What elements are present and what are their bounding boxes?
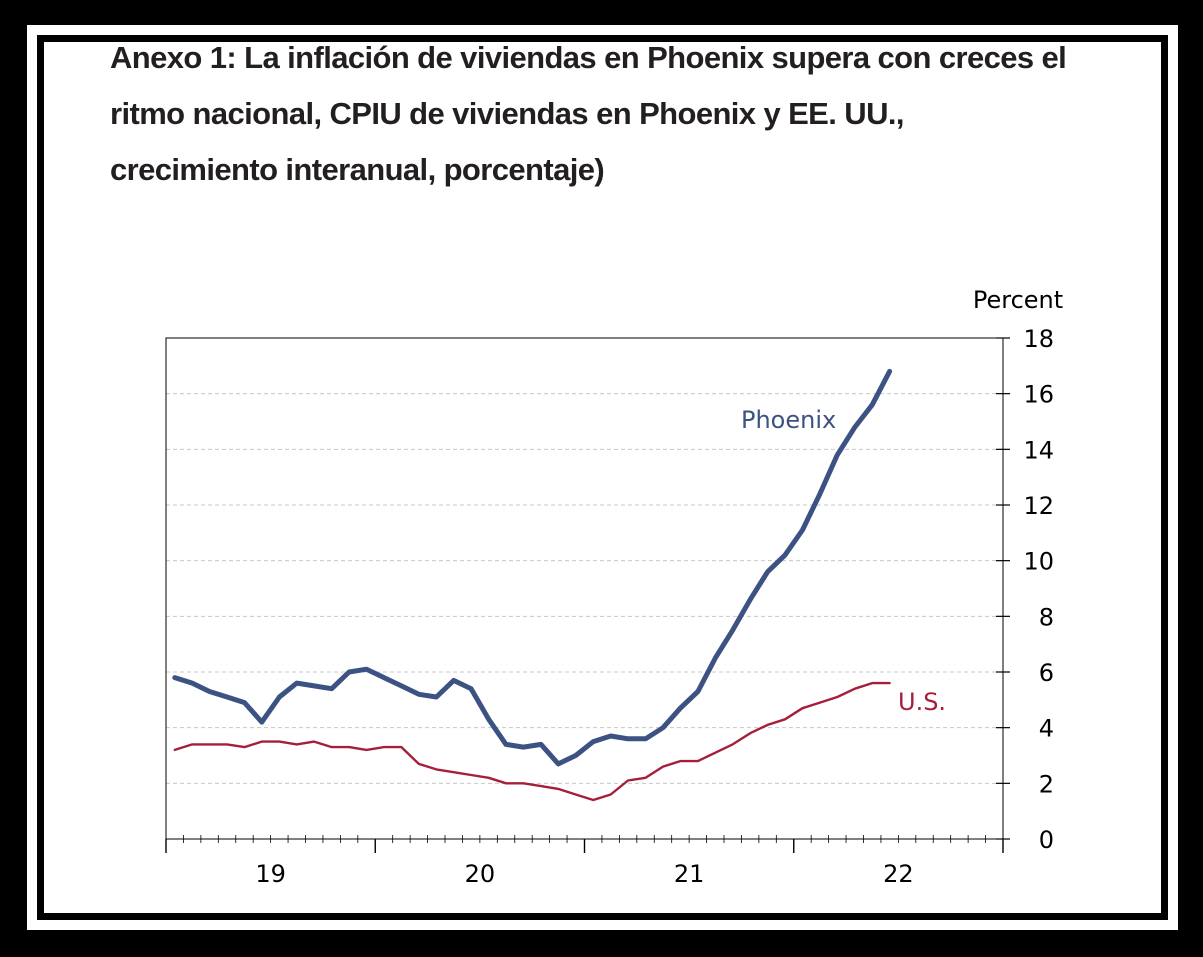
y-axis-label: Percent bbox=[973, 286, 1063, 314]
y-tick-label-18: 18 bbox=[1023, 325, 1054, 353]
x-tick-label-19: 19 bbox=[255, 860, 286, 888]
x-axis: 19 20 21 22 bbox=[166, 835, 1003, 888]
x-tick-label-22: 22 bbox=[883, 860, 914, 888]
y-tick-label-2: 2 bbox=[1039, 770, 1054, 798]
series-lines bbox=[175, 371, 890, 800]
x-tick-label-21: 21 bbox=[674, 860, 705, 888]
plot-area-border bbox=[166, 338, 1003, 839]
y-tick-label-8: 8 bbox=[1039, 603, 1054, 631]
y-tick-label-0: 0 bbox=[1039, 826, 1054, 854]
y-tick-label-14: 14 bbox=[1023, 436, 1054, 464]
y-tick-label-16: 16 bbox=[1023, 381, 1054, 409]
y-tick-label-12: 12 bbox=[1023, 492, 1054, 520]
y-tick-label-10: 10 bbox=[1023, 548, 1054, 576]
chart-svg: 19 20 21 22 0 2 4 6 8 10 12 14 16 18 Percent Phoenix… bbox=[0, 0, 1203, 957]
series-line-us bbox=[175, 683, 890, 800]
series-label-us: U.S. bbox=[898, 688, 946, 716]
y-axis: 0 2 4 6 8 10 12 14 16 18 bbox=[996, 325, 1054, 854]
gridlines bbox=[166, 394, 1003, 784]
y-tick-label-4: 4 bbox=[1039, 715, 1054, 743]
y-tick-label-6: 6 bbox=[1039, 659, 1054, 687]
series-label-phoenix: Phoenix bbox=[741, 406, 836, 434]
x-tick-label-20: 20 bbox=[465, 860, 496, 888]
